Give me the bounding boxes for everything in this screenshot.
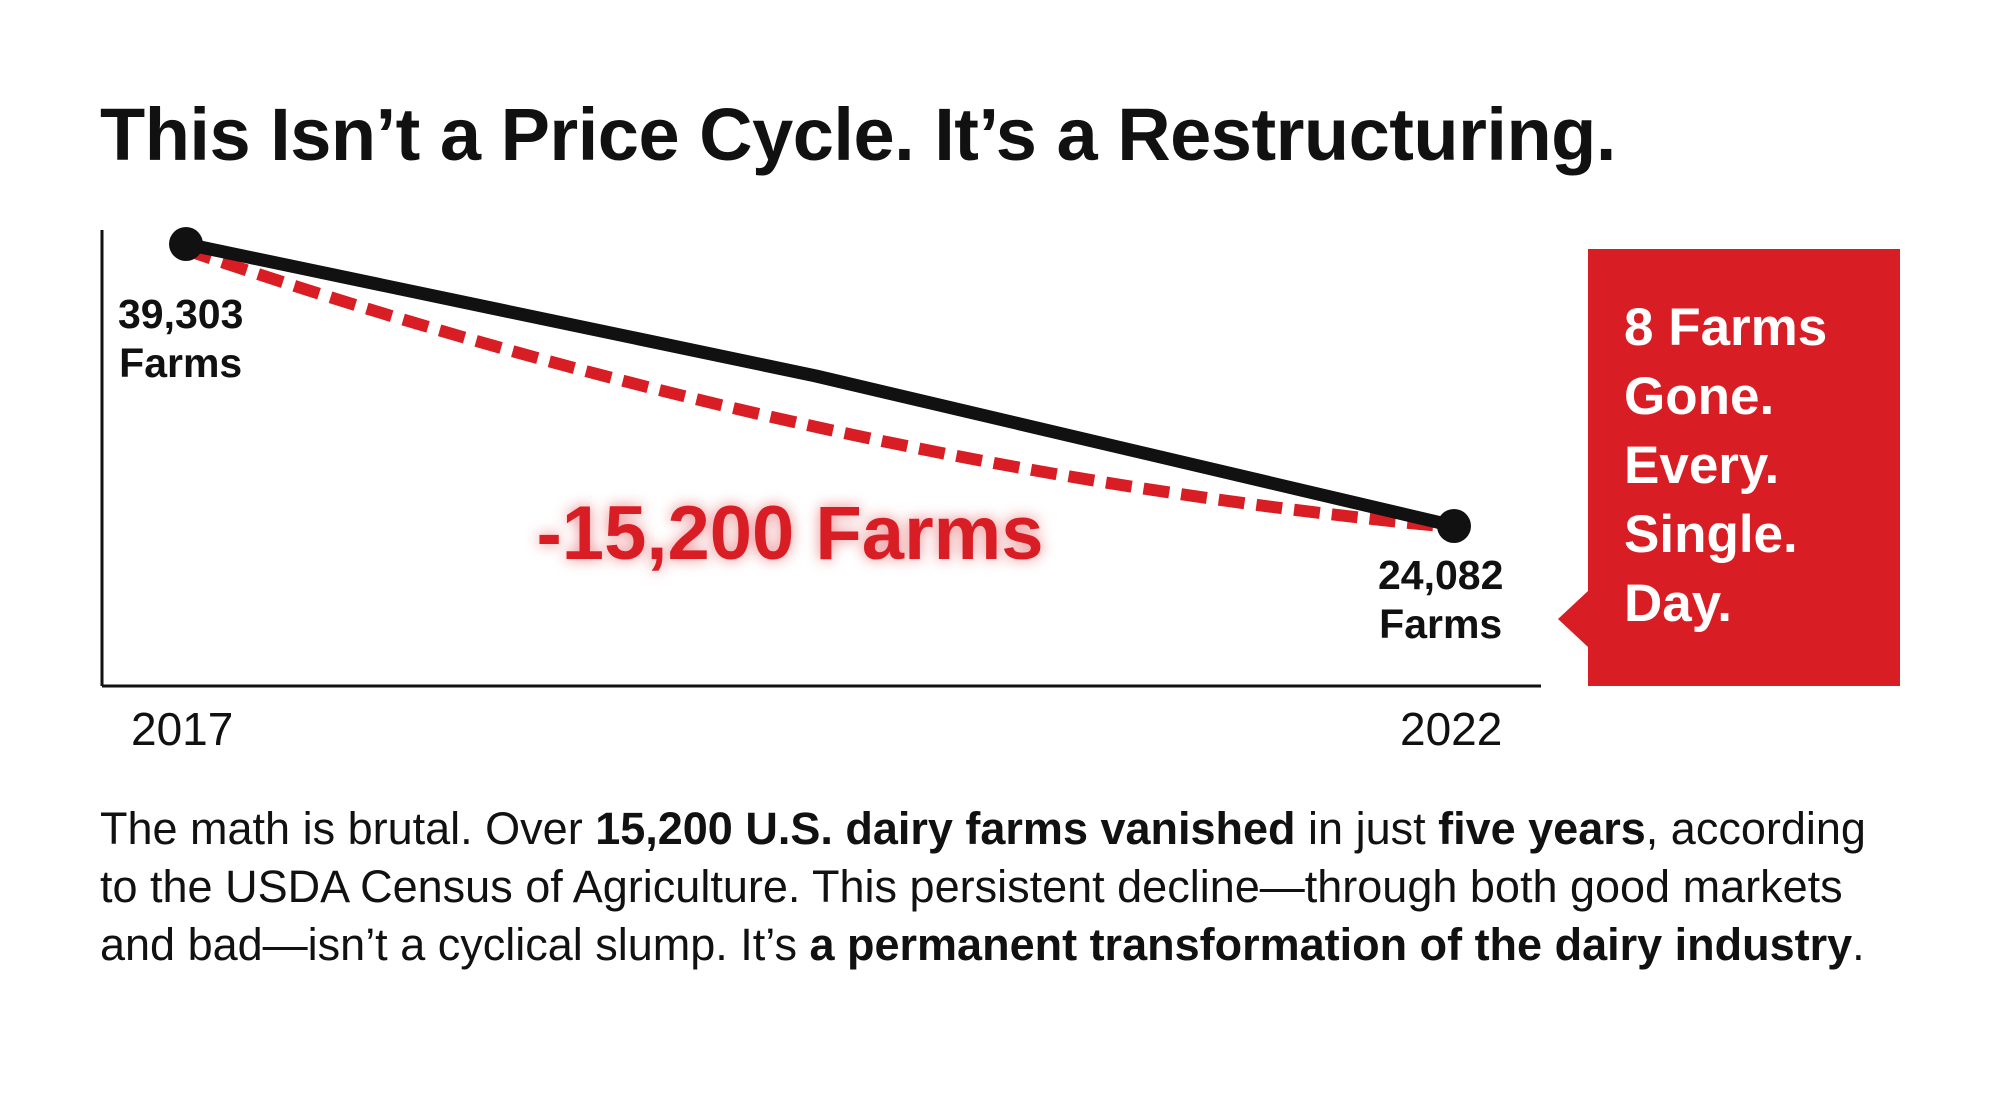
text: in just [1295, 803, 1439, 854]
text: , according to the USDA Census of Agricu… [100, 803, 1866, 970]
callout-line: Day. [1624, 574, 1733, 633]
text: . [1852, 919, 1865, 970]
data-label-2022: 24,082 Farms [1378, 551, 1503, 649]
callout-line: Every. [1624, 436, 1780, 495]
data-label-unit: Farms [119, 340, 243, 386]
data-point-2017 [169, 227, 203, 261]
emphasis: five years [1438, 803, 1646, 854]
decline-annotation: -15,200 Farms [536, 491, 1044, 576]
body-paragraph: The math is brutal. Over 15,200 U.S. dai… [100, 800, 1900, 974]
decline-trend-dashed-line [184, 244, 1441, 532]
data-label-unit: Farms [1379, 601, 1503, 647]
data-label-value: 39,303 [118, 291, 244, 337]
data-label-value: 24,082 [1378, 552, 1504, 598]
emphasis: a permanent transformation of the dairy … [809, 919, 1853, 970]
x-tick-2022: 2022 [1400, 703, 1503, 755]
callout-line: Gone. [1624, 367, 1775, 426]
data-label-2017: 39,303 Farms [118, 290, 243, 388]
data-point-2022 [1437, 509, 1471, 543]
callout-line: 8 Farms [1624, 298, 1828, 357]
emphasis: 15,200 U.S. dairy farms vanished [595, 803, 1296, 854]
page-title: This Isn’t a Price Cycle. It’s a Restruc… [100, 93, 1616, 176]
callout-line: Single. [1624, 505, 1798, 564]
callout-box: 8 Farms Gone. Every. Single. Day. [1558, 249, 1900, 686]
x-tick-2017: 2017 [131, 703, 234, 755]
series-line [179, 237, 1461, 533]
text: The math is brutal. Over [100, 803, 596, 854]
